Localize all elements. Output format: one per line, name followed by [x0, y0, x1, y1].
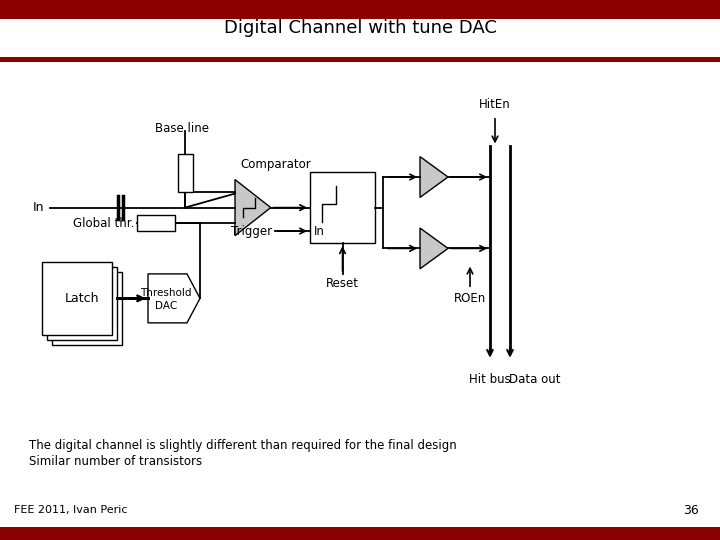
Text: In: In	[314, 225, 325, 238]
Bar	[178, 153, 192, 192]
Text: Global thr.: Global thr.	[73, 217, 134, 230]
Text: Hit bus: Hit bus	[469, 373, 511, 386]
Text: ROEn: ROEn	[454, 292, 486, 305]
Text: HitEn: HitEn	[479, 98, 511, 111]
Text: In: In	[32, 201, 44, 214]
Text: 36: 36	[683, 504, 698, 517]
Text: Digital Channel with tune DAC: Digital Channel with tune DAC	[224, 19, 496, 37]
Polygon shape	[420, 228, 448, 269]
Text: Base line: Base line	[155, 122, 209, 134]
Text: Comparator: Comparator	[240, 158, 311, 171]
Text: Threshold: Threshold	[140, 288, 192, 298]
Text: Trigger: Trigger	[231, 225, 272, 238]
Text: Latch: Latch	[65, 292, 99, 305]
Text: FEE 2011, Ivan Peric: FEE 2011, Ivan Peric	[14, 505, 128, 515]
Text: DAC: DAC	[155, 301, 177, 310]
Bar	[310, 172, 375, 244]
Text: Data out: Data out	[509, 373, 561, 386]
Bar	[137, 215, 175, 232]
Bar	[52, 272, 122, 345]
Polygon shape	[420, 157, 448, 198]
Bar	[42, 262, 112, 335]
Bar	[47, 267, 117, 340]
Text: Similar number of transistors: Similar number of transistors	[29, 455, 202, 468]
Polygon shape	[235, 179, 271, 235]
Text: Reset: Reset	[326, 277, 359, 290]
Text: The digital channel is slightly different than required for the final design: The digital channel is slightly differen…	[29, 439, 456, 452]
Polygon shape	[148, 274, 200, 323]
